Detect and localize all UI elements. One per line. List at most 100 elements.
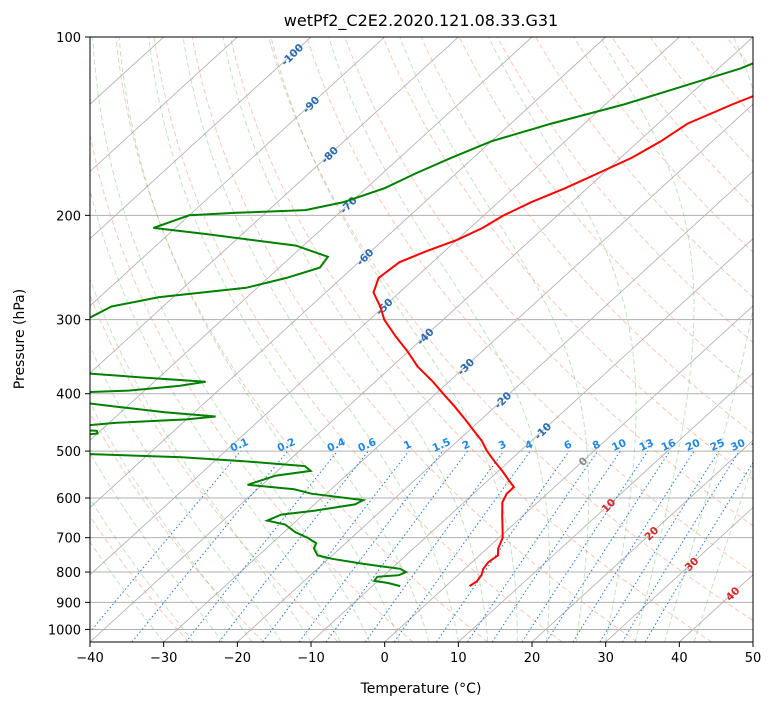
- mixing-ratio-label: 36: [750, 437, 768, 454]
- x-tick-label: −10: [297, 651, 324, 666]
- moist-adiabat: [90, 401, 253, 642]
- mixing-ratio-line: [325, 450, 468, 642]
- moist-adiabat: [600, 37, 695, 642]
- dry-adiabat: [726, 37, 753, 71]
- dry-adiabat: [649, 37, 753, 163]
- x-tick-label: 0: [381, 651, 389, 666]
- isotherm-label: -30: [455, 356, 477, 378]
- mixing-ratio-line: [218, 450, 369, 642]
- dry-adiabat: [90, 412, 264, 642]
- dry-adiabat: [420, 37, 753, 435]
- moist-adiabat: [92, 37, 371, 642]
- mixing-ratio-label: 30: [729, 437, 747, 454]
- sounding-line: [90, 62, 753, 588]
- y-tick-label: 300: [56, 314, 81, 329]
- isotherm-label: -60: [355, 247, 377, 269]
- y-tick-label: 100: [56, 31, 81, 46]
- dry-adiabat: [229, 37, 712, 642]
- isotherm-label: 10: [599, 496, 618, 515]
- y-axis-title: Pressure (hPa): [12, 289, 28, 389]
- y-tick-label: 700: [56, 532, 81, 547]
- y-tick-label: 500: [56, 445, 81, 460]
- mixing-ratio-line: [545, 450, 671, 642]
- mixing-ratio-line: [298, 450, 444, 642]
- isotherm-line: [605, 506, 753, 642]
- mixing-ratio-line: [393, 450, 531, 642]
- moist-adiabat: [270, 37, 518, 642]
- isotherm-label: 40: [724, 585, 743, 604]
- dry-adiabat: [344, 37, 753, 527]
- moist-adiabat: [488, 37, 637, 642]
- mixing-ratio-line: [262, 450, 410, 642]
- isotherm-line: [531, 439, 753, 642]
- mixing-ratio-line: [185, 450, 338, 642]
- y-tick-label: 400: [56, 388, 81, 403]
- mixing-ratio-line: [364, 450, 505, 642]
- mixing-ratio-label: 10: [610, 437, 628, 454]
- x-tick-label: 20: [524, 651, 541, 666]
- mixing-ratio-lines: [90, 450, 753, 642]
- x-tick-label: −40: [76, 651, 103, 666]
- dry-adiabat: [382, 37, 753, 481]
- mixing-ratio-line: [521, 450, 649, 642]
- dry-adiabat: [573, 37, 753, 253]
- moist-adiabat: [399, 37, 590, 642]
- x-axis-title: Temperature (°C): [360, 681, 482, 697]
- mixing-ratio-label: 1.5: [431, 436, 453, 455]
- x-tick-label: 50: [745, 651, 762, 666]
- isotherms: [90, 37, 753, 642]
- dry-adiabat: [306, 37, 753, 574]
- mixing-ratio-label: 8: [591, 438, 603, 452]
- isotherm-line: [90, 37, 606, 509]
- isotherm-line: [90, 37, 459, 374]
- y-axis: 100 200 300 400 500 600 700 800 900 1000: [48, 31, 90, 638]
- x-tick-label: 40: [671, 651, 688, 666]
- mixing-ratio-label: 3: [497, 438, 509, 452]
- x-tick-label: −30: [150, 651, 177, 666]
- mixing-ratio-label: 13: [637, 437, 655, 454]
- mixing-ratio-label: 25: [708, 437, 726, 454]
- chart-title: wetPf2_C2E2.2020.121.08.33.G31: [284, 11, 558, 31]
- moist-adiabat: [148, 37, 430, 642]
- isotherm-line: [90, 37, 385, 307]
- mixing-ratio-line: [131, 450, 288, 642]
- isotherm-label: -20: [492, 390, 514, 412]
- dry-adiabat: [115, 37, 488, 642]
- mixing-ratio-label: 1: [402, 438, 414, 452]
- isotherm-line: [237, 170, 753, 642]
- isotherm-line: [752, 641, 753, 642]
- plot-frame: [89, 36, 754, 643]
- dry-adiabat: [90, 131, 414, 642]
- dry-adiabat: [153, 37, 563, 642]
- mixing-ratio-label: 0.4: [325, 436, 347, 455]
- mixing-ratio-label: 16: [660, 437, 678, 454]
- mixing-ratio-line: [90, 450, 242, 633]
- y-tick-label: 1000: [48, 623, 81, 638]
- isotherm-line: [458, 372, 753, 642]
- mixing-ratio-line: [467, 450, 599, 642]
- mixing-ratio-line: [621, 450, 740, 642]
- isotherm-line: [90, 37, 238, 173]
- mixing-ratio-label: 6: [562, 438, 574, 452]
- mixing-ratio-line: [572, 450, 695, 642]
- isotherm-label: -10: [532, 421, 554, 443]
- y-tick-label: 800: [56, 566, 81, 581]
- isotherm-line: [163, 103, 753, 642]
- isotherm-line: [90, 37, 680, 576]
- mixing-ratio-label: 0.6: [356, 436, 378, 455]
- sounding-line: [372, 95, 753, 587]
- mixing-ratio-line: [491, 450, 621, 642]
- isotherm-label: -80: [319, 144, 341, 166]
- plot-area: -100-90-80-70-60-50-40-30-20-10010203040…: [90, 37, 775, 642]
- x-tick-label: 30: [597, 651, 614, 666]
- isotherm-line: [90, 37, 312, 240]
- mixing-ratio-label: 4: [523, 438, 535, 452]
- dry-adiabat: [90, 515, 190, 642]
- dry-adiabat: [765, 37, 775, 642]
- dry-adiabat: [191, 37, 638, 642]
- isotherm-label: -40: [415, 326, 437, 348]
- mixing-ratio-label: 2: [460, 438, 472, 452]
- moist-adiabat: [664, 37, 753, 642]
